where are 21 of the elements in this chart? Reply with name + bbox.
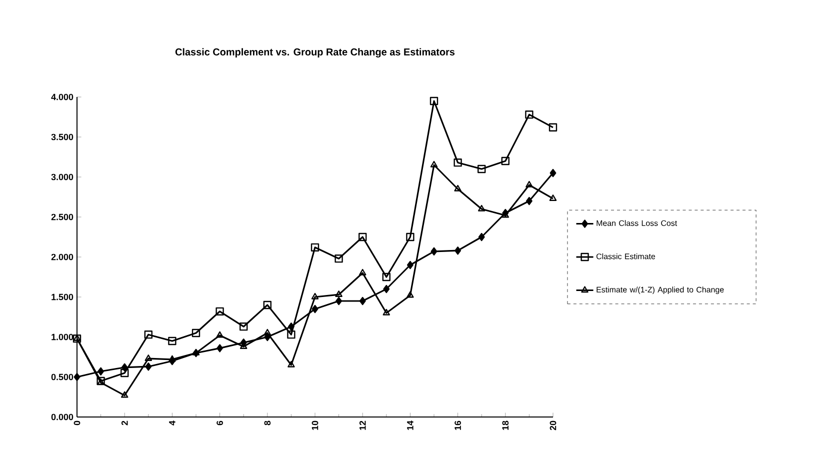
x-tick-label: 4 <box>169 420 176 426</box>
x-tick-label: 12 <box>359 420 366 430</box>
y-tick-label: 2.000 <box>51 254 74 260</box>
x-tick-label: 10 <box>312 420 318 430</box>
y-tick-label: 4.000 <box>51 94 74 100</box>
y-tick-label: 2.500 <box>51 214 74 220</box>
y-tick-label: 1.500 <box>52 294 74 300</box>
x-tick-label: 20 <box>550 420 556 430</box>
y-tick-label: 1.000 <box>52 334 74 340</box>
x-tick-label: 16 <box>454 420 461 430</box>
y-tick-label: 0.000 <box>51 414 74 420</box>
x-tick-label: 14 <box>407 420 414 430</box>
y-tick-label: 0.500 <box>51 374 74 380</box>
y-tick-label: 3.500 <box>51 134 74 140</box>
x-tick-label: 18 <box>502 420 509 430</box>
x-tick-label: 8 <box>264 420 271 426</box>
chart-title: Classic Complement vs. Group Rate Change as Estimators <box>175 48 455 58</box>
y-tick-label: 3.000 <box>51 174 74 180</box>
x-tick-label: 2 <box>121 420 128 426</box>
x-tick-label: 6 <box>216 420 223 426</box>
x-tick-label: 0 <box>74 420 80 426</box>
